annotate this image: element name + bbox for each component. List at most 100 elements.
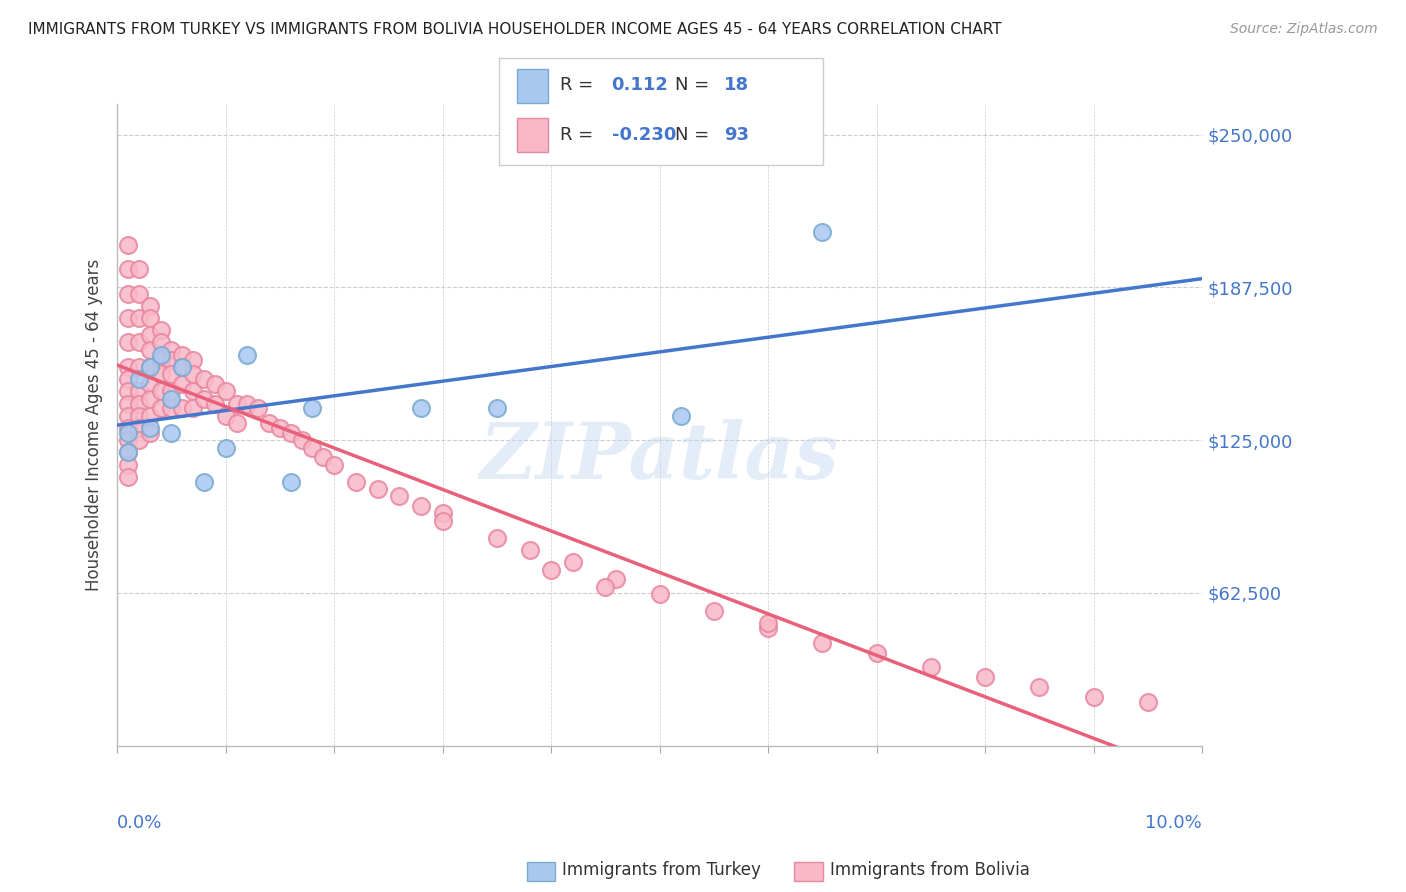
Point (128, 335, 150, 350)
Point (149, 335, 172, 350)
Point (117, 359, 139, 374)
Point (1083, 690, 1105, 704)
Point (204, 396, 226, 410)
Point (160, 425, 183, 440)
Point (974, 670, 997, 684)
Point (139, 359, 162, 374)
Y-axis label: Householder Income Ages 45 - 64 years: Householder Income Ages 45 - 64 years (86, 259, 103, 591)
Point (139, 359, 162, 374)
Point (1028, 680, 1050, 694)
Point (117, 286, 139, 301)
Point (193, 475, 215, 489)
Point (160, 384, 183, 399)
Point (648, 587, 671, 601)
Point (117, 262, 139, 277)
Point (811, 226, 834, 240)
Text: R =: R = (560, 77, 593, 95)
Point (388, 489, 411, 503)
Point (181, 384, 204, 399)
Point (139, 409, 162, 423)
Point (117, 237, 139, 252)
Point (225, 396, 247, 410)
Text: -0.230: -0.230 (612, 126, 676, 144)
Text: 0.0%: 0.0% (117, 814, 163, 832)
Point (117, 445, 139, 459)
Point (1136, 695, 1159, 709)
Text: 0.112: 0.112 (612, 77, 668, 95)
Point (703, 604, 725, 618)
Text: 10.0%: 10.0% (1146, 814, 1202, 832)
Point (344, 475, 367, 489)
Point (485, 531, 508, 545)
Point (117, 458, 139, 472)
Point (247, 401, 270, 416)
Point (595, 580, 617, 594)
Point (323, 458, 346, 472)
Point (128, 433, 150, 447)
Text: Immigrants from Turkey: Immigrants from Turkey (562, 861, 761, 879)
Point (181, 401, 204, 416)
Point (204, 376, 226, 391)
Text: R =: R = (560, 126, 593, 144)
Point (149, 401, 172, 416)
Point (225, 416, 247, 430)
Point (215, 384, 238, 399)
Point (172, 376, 194, 391)
Point (139, 421, 162, 435)
Point (236, 348, 259, 362)
Point (172, 359, 194, 374)
Point (139, 311, 162, 326)
Point (756, 621, 779, 635)
Point (117, 421, 139, 435)
Point (117, 425, 139, 440)
Point (172, 348, 194, 362)
Point (128, 262, 150, 277)
Point (172, 359, 194, 374)
Text: N =: N = (675, 77, 709, 95)
Point (117, 396, 139, 410)
Point (128, 311, 150, 326)
Point (128, 396, 150, 410)
Point (236, 396, 259, 410)
Text: IMMIGRANTS FROM TURKEY VS IMMIGRANTS FROM BOLIVIA HOUSEHOLDER INCOME AGES 45 - 6: IMMIGRANTS FROM TURKEY VS IMMIGRANTS FRO… (28, 22, 1001, 37)
Point (139, 425, 162, 440)
Point (257, 416, 280, 430)
Point (811, 636, 834, 650)
Point (128, 409, 150, 423)
Point (128, 359, 150, 374)
Point (291, 433, 314, 447)
Point (215, 441, 238, 455)
Point (117, 384, 139, 399)
Point (117, 470, 139, 484)
Point (605, 573, 627, 587)
Point (117, 409, 139, 423)
Point (139, 343, 162, 357)
Point (215, 409, 238, 423)
Text: 93: 93 (724, 126, 749, 144)
Point (193, 372, 215, 386)
Point (160, 352, 183, 367)
Point (149, 352, 172, 367)
Point (181, 368, 204, 382)
Point (160, 392, 183, 406)
Point (117, 311, 139, 326)
Point (301, 401, 323, 416)
Point (139, 392, 162, 406)
Point (866, 646, 889, 660)
Text: Immigrants from Bolivia: Immigrants from Bolivia (830, 861, 1029, 879)
Point (149, 323, 172, 337)
Point (312, 450, 335, 465)
Point (540, 563, 562, 577)
Point (117, 372, 139, 386)
Point (128, 421, 150, 435)
Point (920, 660, 942, 674)
Point (160, 401, 183, 416)
Point (280, 425, 302, 440)
Text: N =: N = (675, 126, 709, 144)
Point (117, 445, 139, 459)
Point (409, 499, 432, 513)
Point (519, 543, 541, 558)
Point (485, 401, 508, 416)
Point (117, 335, 139, 350)
Point (409, 401, 432, 416)
